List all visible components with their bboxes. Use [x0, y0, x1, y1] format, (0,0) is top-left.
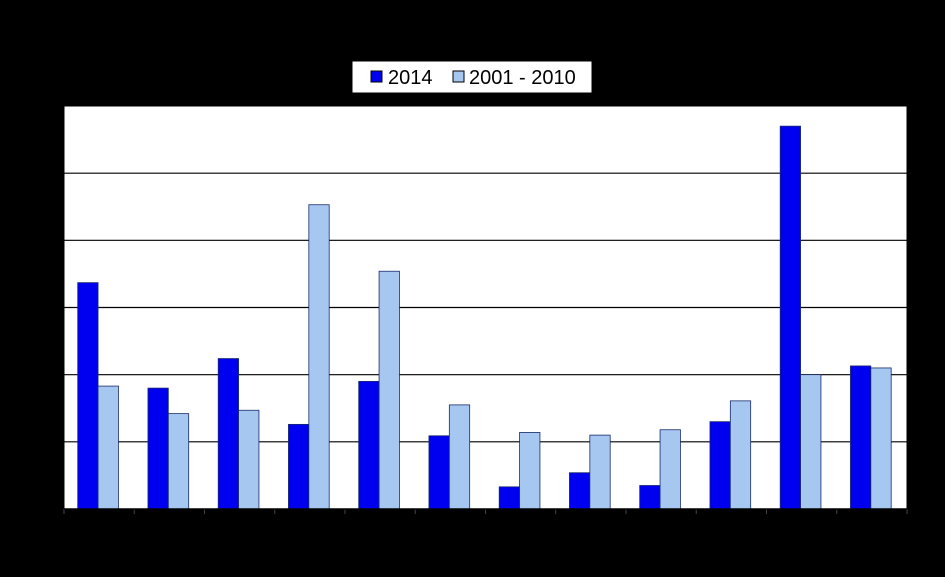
- bar-series-2014-12: [850, 365, 872, 510]
- bar-series-2001-2010-6: [448, 404, 471, 510]
- bar-series-2014-9: [639, 485, 661, 510]
- bar-series-2001-2010-8: [589, 434, 611, 510]
- legend-label-2001-2010: 2001 - 2010: [469, 67, 576, 89]
- bar-series-2001-2010-7: [519, 432, 541, 510]
- bar-series-2001-2010-3: [238, 409, 260, 510]
- bar-series-2014-8: [569, 472, 591, 510]
- bar-series-2001-2010-1: [97, 385, 119, 510]
- legend-box: [351, 60, 593, 94]
- bar-series-2014-7: [498, 486, 520, 510]
- bar-series-2014-1: [77, 282, 99, 510]
- bar-series-2014-4: [288, 423, 310, 510]
- gridlines: [64, 172, 907, 443]
- bar-series-2001-2010-10: [729, 400, 752, 510]
- bar-series-2014-2: [147, 387, 169, 510]
- bar-series-2001-2010-9: [659, 429, 681, 510]
- bar-series-2001-2010-11: [800, 374, 822, 510]
- legend-swatch-2001-2010: [452, 70, 465, 83]
- bars: [77, 125, 892, 510]
- legend-swatch-2014: [370, 70, 383, 83]
- bar-series-2001-2010-12: [870, 367, 892, 510]
- legend: 2014 2001 - 2010: [351, 60, 593, 94]
- bar-series-2014-3: [217, 358, 239, 510]
- bar-series-2014-5: [358, 380, 380, 510]
- legend-label-2014: 2014: [388, 67, 433, 89]
- bar-series-2001-2010-4: [308, 204, 330, 510]
- bar-series-2014-11: [779, 125, 801, 510]
- bar-series-2001-2010-2: [167, 413, 190, 510]
- bar-series-2001-2010-5: [378, 270, 400, 510]
- bar-series-2014-10: [709, 421, 731, 510]
- x-axis-ticks: [63, 509, 908, 514]
- bar-series-2014-6: [428, 435, 450, 510]
